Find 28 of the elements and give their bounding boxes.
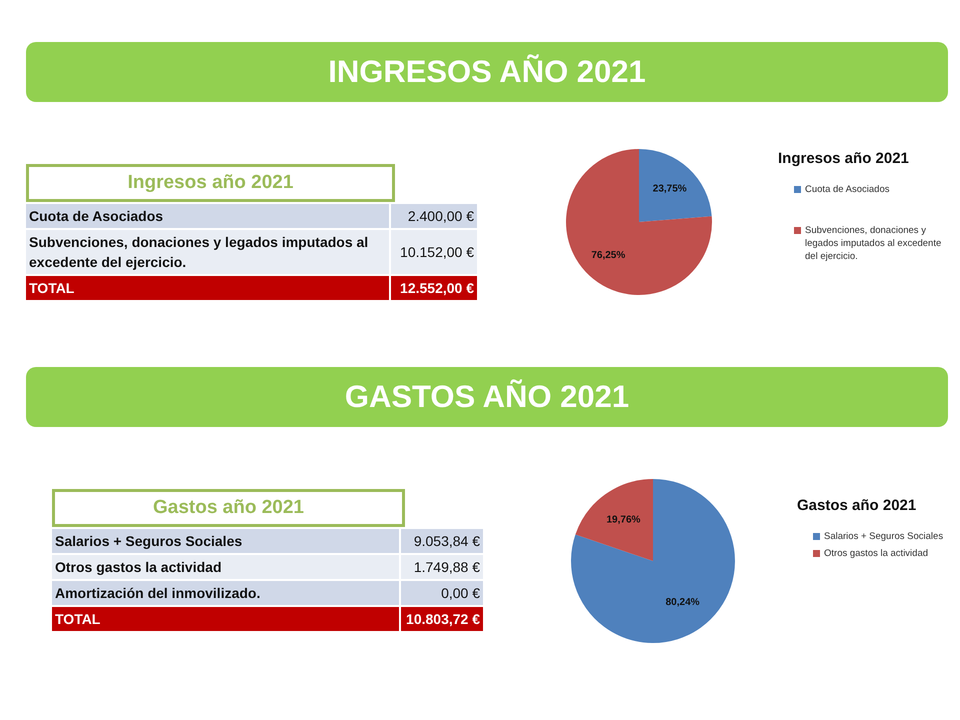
text: INGRESOS AÑO 2021	[26, 42, 948, 102]
data-label: 2.400,00 €	[391, 204, 477, 228]
text: TOTAL	[26, 276, 389, 300]
data-label: 9.053,84 €	[401, 529, 483, 553]
data-label: 0,00 €	[401, 581, 483, 605]
data-label: 19,76%	[606, 514, 640, 526]
category-label: Subvenciones, donaciones y legados imputados al excedente del ejercicio.	[26, 230, 389, 274]
text: 10.803,72 €	[406, 611, 480, 627]
legend-label: Salarios + Seguros Sociales	[824, 530, 944, 543]
data-label: 80,24%	[666, 597, 700, 608]
chart-title: Ingresos año 2021	[778, 150, 910, 167]
category-label: Otros gastos la actividad	[52, 555, 399, 579]
category-label: Amortización del inmovilizado.	[52, 581, 399, 605]
legend-label: Subvenciones, donaciones y legados imputados al excedente del ejercicio.	[805, 224, 942, 263]
legend-label: Otros gastos la actividad	[824, 547, 928, 560]
text: TOTAL	[52, 607, 399, 631]
data-label: 23,75%	[652, 184, 687, 195]
category-label: Salarios + Seguros Sociales	[52, 529, 399, 553]
text: 12.552,00 €	[400, 280, 474, 296]
data-label: 76,25%	[591, 250, 626, 261]
data-label: 10.152,00 €	[391, 230, 477, 274]
data-label: 1.749,88 €	[401, 555, 483, 579]
legend-label: Cuota de Asociados	[805, 183, 890, 196]
text: Ingresos año 2021	[26, 164, 395, 202]
text: Gastos año 2021	[797, 497, 918, 514]
category-label: Cuota de Asociados	[26, 204, 389, 228]
text: Gastos año 2021	[52, 489, 405, 527]
text: GASTOS AÑO 2021	[26, 367, 948, 427]
